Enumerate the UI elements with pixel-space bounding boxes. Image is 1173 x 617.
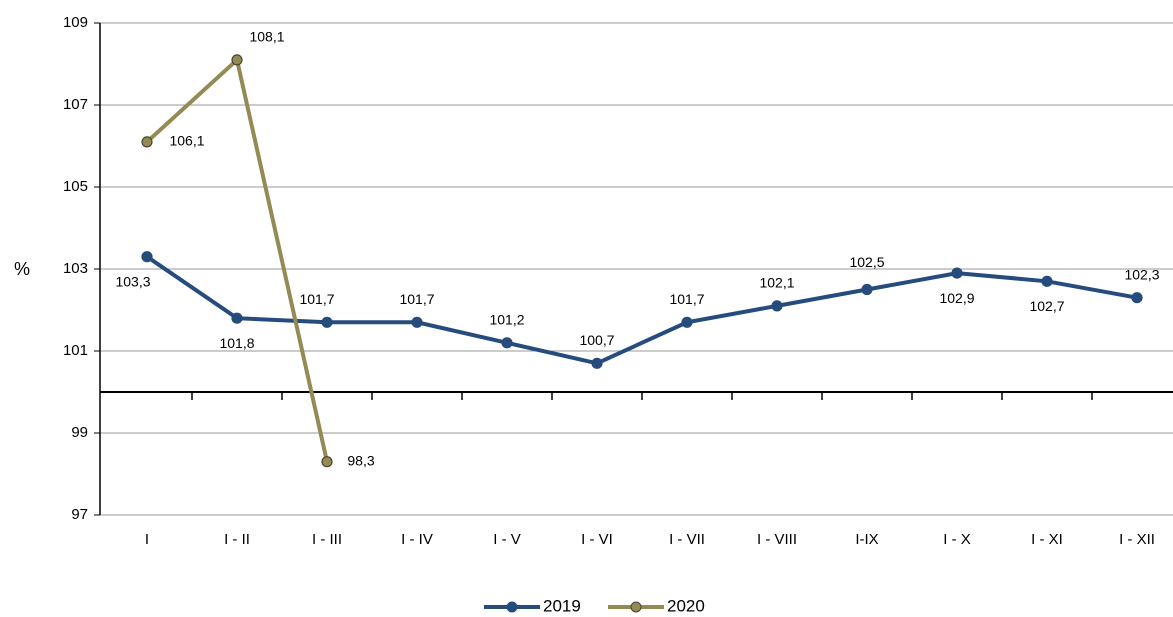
x-tick-label: I - XII — [1119, 531, 1155, 548]
marker — [321, 456, 333, 468]
data-label: 102,7 — [1029, 298, 1064, 314]
y-tick-label: 105 — [63, 178, 88, 195]
data-label: 101,7 — [299, 291, 334, 307]
marker — [681, 316, 693, 328]
data-label: 106,1 — [169, 133, 204, 149]
data-label: 102,9 — [939, 290, 974, 306]
data-label: 101,7 — [399, 291, 434, 307]
y-tick-label: 109 — [63, 14, 88, 31]
data-label: 98,3 — [347, 452, 374, 468]
marker — [771, 300, 783, 312]
marker — [951, 267, 963, 279]
data-label: 101,2 — [489, 312, 524, 328]
x-tick-label: I - VII — [669, 531, 705, 548]
marker — [1041, 275, 1053, 287]
marker — [141, 251, 153, 263]
y-tick-label: 97 — [71, 506, 88, 523]
y-tick-label: 99 — [71, 424, 88, 441]
data-label: 101,7 — [669, 291, 704, 307]
series-line — [145, 56, 329, 463]
marker — [501, 337, 513, 349]
data-label: 101,8 — [219, 335, 254, 351]
marker — [321, 316, 333, 328]
x-tick-label: I - III — [312, 531, 342, 548]
marker — [591, 357, 603, 369]
y-tick-label: 103 — [63, 260, 88, 277]
x-tick-label: I - X — [943, 531, 971, 548]
legend-marker — [506, 601, 518, 613]
data-label: 102,1 — [759, 275, 794, 291]
x-tick-label: I - V — [493, 531, 521, 548]
data-label: 100,7 — [579, 332, 614, 348]
x-tick-label: I - IV — [401, 531, 433, 548]
series-line — [145, 255, 1138, 366]
y-tick-label: 107 — [63, 96, 88, 113]
marker — [861, 283, 873, 296]
legend-label: 2020 — [667, 596, 705, 615]
marker — [141, 136, 153, 148]
x-tick-label: I - II — [224, 531, 250, 548]
data-label: 103,3 — [115, 273, 150, 289]
marker — [231, 312, 243, 324]
x-tick-label: I-IX — [855, 531, 878, 548]
data-label: 108,1 — [249, 29, 284, 45]
x-tick-label: I - VI — [581, 531, 613, 548]
marker — [231, 54, 243, 66]
y-axis-label: % — [14, 259, 30, 279]
data-label: 102,5 — [849, 254, 884, 270]
marker — [1131, 292, 1143, 304]
legend-label: 2019 — [543, 596, 581, 615]
data-label: 102,3 — [1124, 266, 1159, 282]
marker — [411, 316, 423, 328]
x-tick-label: I - VIII — [757, 531, 797, 548]
x-tick-label: I — [145, 531, 149, 548]
y-tick-label: 101 — [63, 342, 88, 359]
x-tick-label: I - XI — [1031, 531, 1063, 548]
legend-marker — [630, 601, 642, 613]
